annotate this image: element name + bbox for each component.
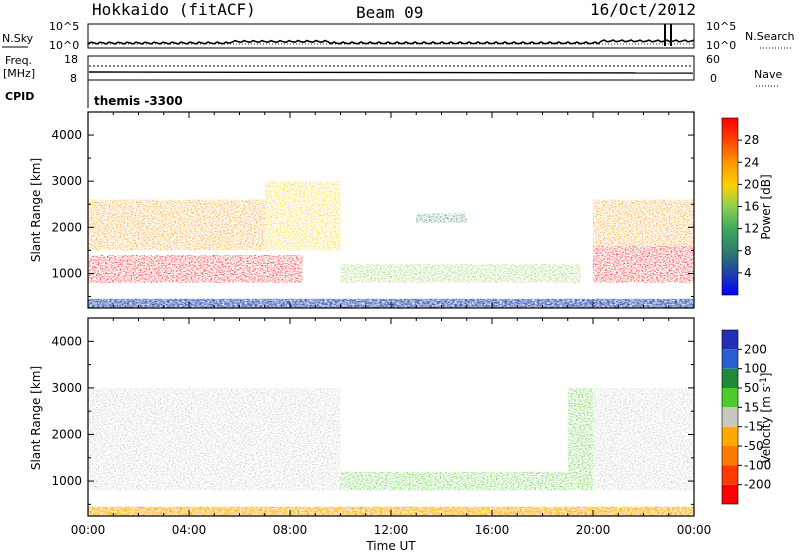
power-cb-tick-16: 16 bbox=[744, 200, 759, 214]
nave-label: Nave bbox=[754, 68, 782, 81]
power-region-4 bbox=[416, 213, 467, 223]
velocity-cb-band-8 bbox=[722, 484, 738, 504]
power-cb-tick-24: 24 bbox=[744, 155, 759, 169]
y-tick-1000: 1000 bbox=[51, 474, 82, 488]
x-tick-4: 16:00 bbox=[475, 523, 510, 537]
velocity-scatter bbox=[88, 387, 694, 491]
nave-tick-high: 60 bbox=[706, 53, 720, 66]
power-region-6 bbox=[593, 199, 694, 246]
y-tick-4000: 4000 bbox=[51, 128, 82, 142]
velocity-colorbar-ticks: 200 100 50 15 -15 -50 -100 -200 bbox=[738, 342, 771, 492]
nsearch-label: N.Search bbox=[745, 30, 795, 43]
nsearch-tick-high: 10^5 bbox=[706, 20, 736, 33]
freq-trace bbox=[88, 71, 694, 74]
x-tick-0: 00:00 bbox=[71, 523, 106, 537]
power-y-axis: 1000 2000 3000 4000 bbox=[51, 111, 694, 297]
velocity-cb-band-0 bbox=[722, 330, 738, 350]
date-label: 16/Oct/2012 bbox=[590, 0, 696, 19]
x-tick-3: 12:00 bbox=[374, 523, 409, 537]
velocity-cb-tick-1: 100 bbox=[744, 362, 767, 376]
power-region-0 bbox=[88, 255, 303, 283]
power-cb-tick-8: 8 bbox=[744, 244, 752, 258]
freq-tick-low: 8 bbox=[70, 72, 77, 85]
velocity-ylabel: Slant Range [km] bbox=[29, 366, 43, 470]
velocity-cb-band-5 bbox=[722, 426, 738, 446]
power-region-1 bbox=[88, 199, 290, 251]
nsky-trace bbox=[87, 39, 695, 45]
velocity-cb-tick-5: -50 bbox=[744, 439, 764, 453]
freq-label: Freq. bbox=[5, 54, 32, 67]
velocity-region-3 bbox=[593, 387, 694, 491]
site-title: Hokkaido (fitACF) bbox=[92, 0, 256, 19]
velocity-region-0 bbox=[88, 387, 341, 491]
nsky-tick-low: 10^0 bbox=[49, 39, 79, 52]
power-cb-tick-4: 4 bbox=[744, 266, 752, 280]
nave-tick-low: 0 bbox=[710, 72, 717, 85]
velocity-cb-tick-3: 15 bbox=[744, 400, 759, 414]
y-tick-3000: 3000 bbox=[51, 381, 82, 395]
cpid-label: CPID bbox=[5, 90, 34, 103]
power-heatmap bbox=[88, 181, 694, 308]
velocity-region-1 bbox=[340, 471, 593, 491]
power-region-5 bbox=[593, 245, 694, 283]
velocity-cb-band-7 bbox=[722, 465, 738, 485]
power-colorbar-label: Power [dB] bbox=[759, 174, 773, 239]
nsky-label: N.Sky bbox=[2, 32, 34, 45]
power-cb-tick-20: 20 bbox=[744, 177, 759, 191]
power-region-3 bbox=[340, 264, 581, 283]
velocity-cb-tick-4: -15 bbox=[744, 420, 764, 434]
y-tick-2000: 2000 bbox=[51, 427, 82, 441]
beam-label: Beam 09 bbox=[356, 3, 423, 22]
time-axis-label: Time UT bbox=[365, 539, 416, 553]
y-tick-2000: 2000 bbox=[51, 220, 82, 234]
velocity-cb-band-1 bbox=[722, 349, 738, 369]
x-tick-6: 00:00 bbox=[677, 523, 712, 537]
x-tick-1: 04:00 bbox=[172, 523, 207, 537]
cpid-text: themis -3300 bbox=[94, 94, 183, 108]
nsky-tick-high: 10^5 bbox=[49, 20, 79, 33]
velocity-colorbar-label: Velocity [m s-1] bbox=[759, 373, 773, 464]
nsearch-tick-low: 10^0 bbox=[706, 39, 736, 52]
velocity-panel: 1000 2000 3000 4000 Slant Range [km] 200 100… bbox=[29, 317, 773, 517]
velocity-cb-band-4 bbox=[722, 407, 738, 427]
power-panel: 1000 2000 3000 4000 Slant Range [km] 4 8 12 16… bbox=[29, 111, 773, 309]
velocity-cb-tick-0: 200 bbox=[744, 342, 767, 356]
power-region-2 bbox=[264, 181, 341, 251]
power-colorbar-ticks: 4 8 12 16 20 24 28 bbox=[738, 133, 759, 280]
velocity-heatmap bbox=[88, 387, 694, 516]
time-axis: 00:00 04:00 08:00 12:00 16:00 20:00 00:00 bbox=[71, 112, 712, 537]
velocity-colorbar bbox=[721, 329, 739, 505]
y-tick-4000: 4000 bbox=[51, 334, 82, 348]
velocity-cb-tick-7: -200 bbox=[744, 478, 771, 492]
x-tick-5: 20:00 bbox=[576, 523, 611, 537]
velocity-cb-tick-6: -100 bbox=[744, 458, 771, 472]
y-tick-1000: 1000 bbox=[51, 266, 82, 280]
x-tick-2: 08:00 bbox=[273, 523, 308, 537]
velocity-y-axis: 1000 2000 3000 4000 bbox=[51, 317, 694, 505]
power-colorbar bbox=[721, 117, 739, 296]
velocity-cb-band-2 bbox=[722, 368, 738, 388]
param-panels: N.Sky Freq. [MHz] CPID 10^5 10^0 18 8 10… bbox=[2, 20, 795, 108]
freq-tick-high: 18 bbox=[64, 53, 78, 66]
freq-unit: [MHz] bbox=[3, 67, 35, 80]
power-cb-tick-12: 12 bbox=[744, 222, 759, 236]
power-ylabel: Slant Range [km] bbox=[29, 158, 43, 262]
power-scatter bbox=[88, 181, 694, 283]
velocity-cb-tick-2: 50 bbox=[744, 381, 759, 395]
power-cb-tick-28: 28 bbox=[744, 133, 759, 147]
velocity-cb-band-6 bbox=[722, 446, 738, 466]
velocity-cb-band-3 bbox=[722, 388, 738, 408]
y-tick-3000: 3000 bbox=[51, 174, 82, 188]
